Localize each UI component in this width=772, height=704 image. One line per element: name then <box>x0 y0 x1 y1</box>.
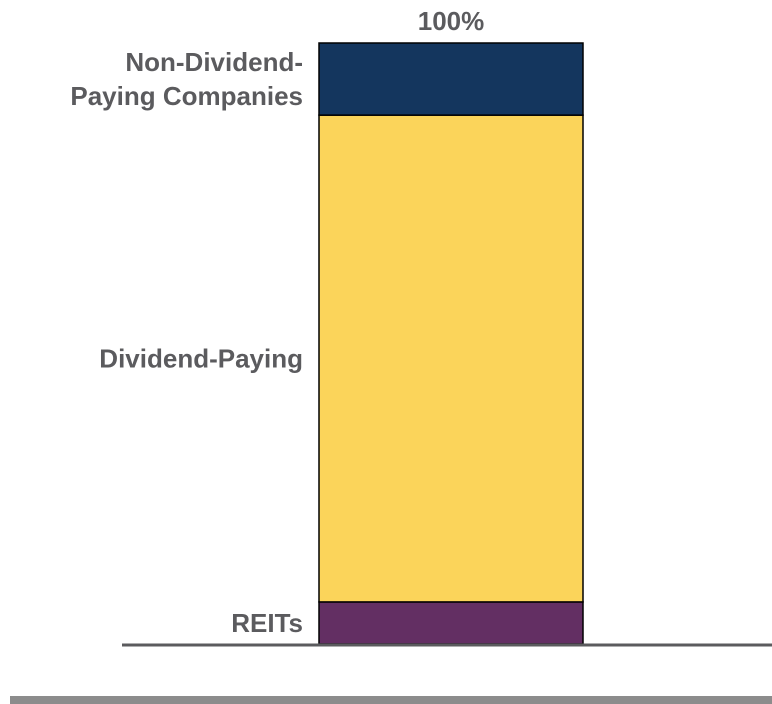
bar-segments <box>318 42 584 645</box>
segment-label: Non-Dividend-Paying Companies <box>70 47 303 111</box>
footer-rule <box>10 696 772 704</box>
bar-segment-non-dividend-paying-companies <box>318 42 584 116</box>
total-label: 100% <box>418 6 485 36</box>
segment-labels: REITs Dividend-Paying Non-Dividend-Paying … <box>70 47 303 638</box>
segment-label: Dividend-Paying <box>99 344 303 374</box>
bar-segment-reits <box>318 601 584 645</box>
segment-label: REITs <box>231 608 303 638</box>
bar-segment-dividend-paying <box>318 114 584 603</box>
